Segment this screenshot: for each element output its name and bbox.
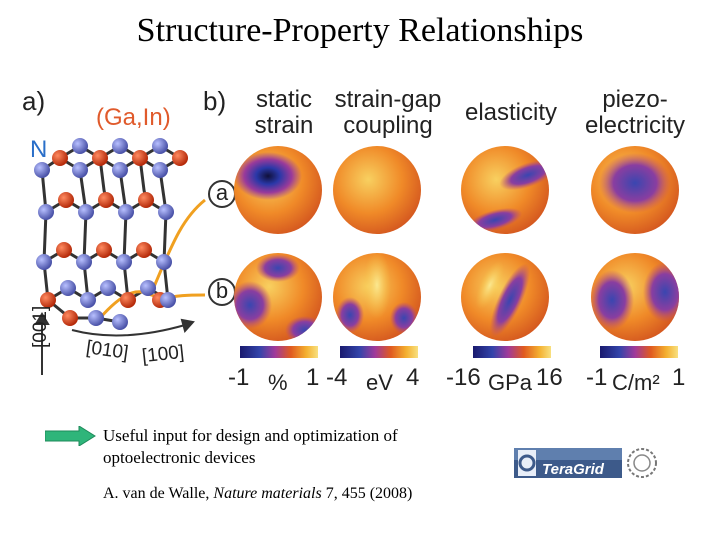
sphere-strain-gap-b	[333, 253, 421, 341]
ga-in-atoms	[40, 150, 188, 326]
colorbar-min-piezoelectricity: -1	[586, 364, 608, 391]
sphere-strain-gap-a	[333, 146, 421, 234]
panel-a-label: a)	[22, 86, 46, 116]
n-label: N	[30, 136, 48, 163]
column-heading-strain-gap-coupling: strain-gap coupling	[334, 86, 442, 139]
green-arrow-icon	[45, 426, 96, 446]
axis-label-001: [001]	[30, 305, 51, 348]
colorbar-min-elasticity: -16	[446, 364, 481, 391]
useful-input-text: Useful input for design and optimization…	[103, 426, 398, 467]
colorbar-max-piezoelectricity: 1	[672, 364, 686, 391]
colorbar-piezoelectricity	[600, 346, 678, 358]
ga-in-label: (Ga,In)	[96, 104, 171, 131]
axis-arrows	[34, 312, 195, 375]
sphere-static-strain-b	[234, 253, 322, 341]
citation: A. van de Walle, Nature materials 7, 455…	[103, 485, 413, 502]
colorbar-unit-strain-gap: eV	[366, 370, 393, 395]
logo-text: TeraGrid	[542, 461, 605, 478]
column-heading-elasticity: elasticity	[464, 99, 558, 126]
colorbar-min-static-strain: -1	[228, 364, 250, 391]
colorbar-strain-gap	[340, 346, 418, 358]
sphere-piezoelectricity-b	[591, 253, 679, 341]
colorbar-static-strain	[240, 346, 318, 358]
slide-title: Structure-Property Relationships	[136, 12, 584, 49]
axis-label-100: [100]	[140, 341, 186, 368]
pointer-line-a	[148, 198, 206, 297]
teragrid-logo: TeraGrid	[514, 448, 657, 478]
sphere-piezoelectricity-a	[591, 146, 679, 234]
column-heading-piezoelectricity: piezo-electricity	[584, 86, 686, 139]
colorbar-min-strain-gap: -4	[326, 364, 348, 391]
panel-b-label: b)	[203, 86, 227, 116]
colorbar-unit-static-strain: %	[268, 370, 288, 395]
sphere-static-strain-a	[234, 146, 322, 234]
row-label-b: b	[215, 278, 229, 303]
sphere-elasticity-b	[461, 253, 549, 341]
colorbar-max-strain-gap: 4	[406, 364, 420, 391]
colorbar-max-static-strain: 1	[306, 364, 320, 391]
sphere-elasticity-a	[461, 146, 549, 234]
colorbar-elasticity	[473, 346, 551, 358]
colorbar-unit-elasticity: GPa	[488, 370, 533, 395]
colorbar-unit-piezoelectricity: C/m²	[612, 370, 660, 395]
n-atoms	[34, 138, 176, 330]
column-heading-static-strain: static strain	[254, 86, 314, 139]
row-label-a: a	[215, 180, 229, 205]
colorbar-max-elasticity: 16	[536, 364, 563, 391]
